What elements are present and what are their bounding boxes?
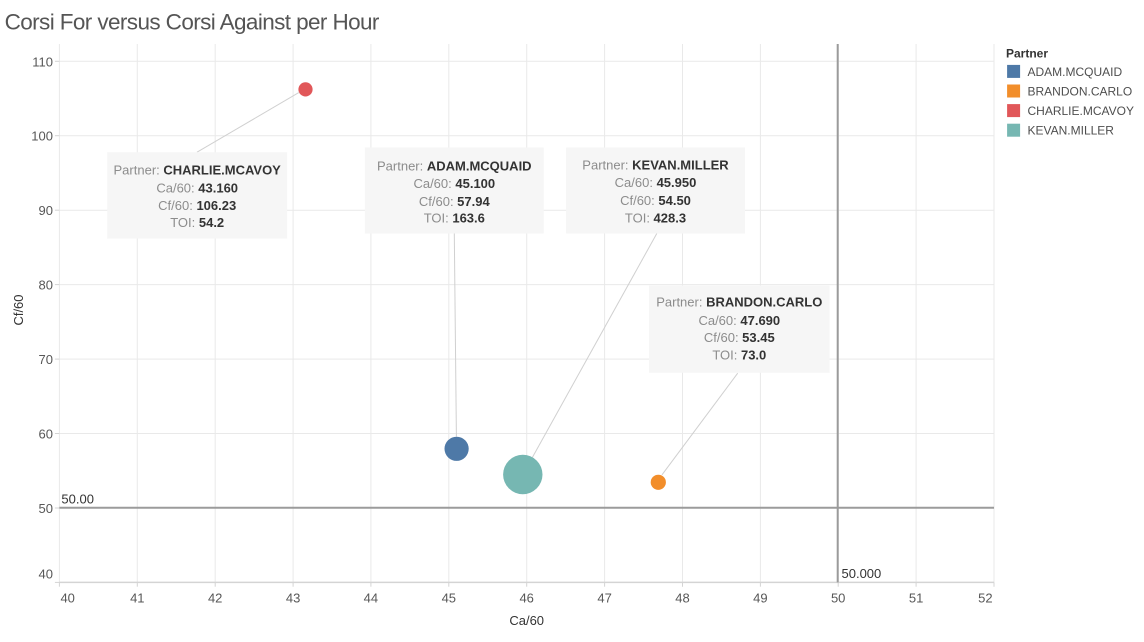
svg-text:41: 41 [130, 590, 144, 605]
svg-text:50.00: 50.00 [61, 492, 94, 507]
svg-text:Ca/60: 43.160: Ca/60: 43.160 [156, 180, 238, 195]
svg-text:Cf/60: Cf/60 [11, 294, 26, 325]
svg-text:TOI: 428.3: TOI: 428.3 [625, 211, 686, 226]
svg-text:110: 110 [32, 54, 53, 69]
svg-text:Partner: CHARLIE.MCAVOY: Partner: CHARLIE.MCAVOY [114, 162, 282, 177]
svg-text:Partner: ADAM.MCQUAID: Partner: ADAM.MCQUAID [377, 159, 532, 174]
svg-text:60: 60 [39, 427, 53, 442]
svg-text:Partner: BRANDON.CARLO: Partner: BRANDON.CARLO [656, 295, 822, 310]
svg-text:43: 43 [286, 590, 300, 605]
svg-text:52: 52 [978, 590, 992, 605]
svg-text:Cf/60: 106.23: Cf/60: 106.23 [158, 198, 236, 213]
svg-text:50.000: 50.000 [842, 566, 882, 581]
svg-text:50: 50 [831, 590, 845, 605]
svg-text:90: 90 [39, 203, 53, 218]
svg-text:TOI: 54.2: TOI: 54.2 [170, 215, 224, 230]
svg-text:TOI: 73.0: TOI: 73.0 [712, 348, 766, 363]
svg-text:44: 44 [364, 590, 378, 605]
svg-text:45: 45 [442, 590, 456, 605]
svg-text:46: 46 [519, 590, 533, 605]
svg-text:48: 48 [675, 590, 689, 605]
svg-text:Cf/60: 57.94: Cf/60: 57.94 [419, 194, 491, 209]
svg-text:TOI: 163.6: TOI: 163.6 [424, 211, 485, 226]
svg-text:BRANDON.CARLO: BRANDON.CARLO [1028, 85, 1133, 99]
svg-text:40: 40 [39, 567, 53, 582]
svg-text:42: 42 [208, 590, 222, 605]
svg-text:49: 49 [753, 590, 767, 605]
svg-text:Corsi For versus Corsi Against: Corsi For versus Corsi Against per Hour [5, 10, 380, 35]
svg-text:Ca/60: 45.100: Ca/60: 45.100 [413, 176, 495, 191]
svg-text:70: 70 [39, 352, 53, 367]
svg-text:50: 50 [39, 501, 53, 516]
svg-text:Partner: KEVAN.MILLER: Partner: KEVAN.MILLER [582, 157, 729, 172]
svg-text:Cf/60: 53.45: Cf/60: 53.45 [704, 330, 775, 345]
svg-text:Partner: Partner [1006, 47, 1048, 61]
svg-text:CHARLIE.MCAVOY: CHARLIE.MCAVOY [1028, 104, 1134, 118]
svg-text:100: 100 [31, 129, 53, 144]
svg-text:ADAM.MCQUAID: ADAM.MCQUAID [1028, 65, 1123, 79]
svg-text:Ca/60: 47.690: Ca/60: 47.690 [698, 313, 780, 328]
svg-text:47: 47 [597, 590, 611, 605]
svg-text:40: 40 [60, 590, 74, 605]
svg-text:Cf/60: 54.50: Cf/60: 54.50 [620, 193, 691, 208]
svg-text:KEVAN.MILLER: KEVAN.MILLER [1028, 124, 1115, 138]
svg-text:51: 51 [909, 590, 923, 605]
svg-text:Ca/60: 45.950: Ca/60: 45.950 [615, 175, 697, 190]
svg-text:80: 80 [39, 278, 53, 293]
svg-text:Ca/60: Ca/60 [509, 613, 544, 628]
